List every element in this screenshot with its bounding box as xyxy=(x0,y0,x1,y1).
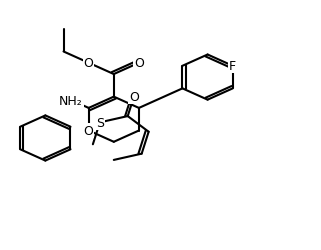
Text: NH₂: NH₂ xyxy=(59,94,83,107)
Text: F: F xyxy=(229,60,236,73)
Text: O: O xyxy=(84,57,94,70)
Text: S: S xyxy=(96,116,104,129)
Text: O: O xyxy=(84,124,94,138)
Text: O: O xyxy=(129,90,139,104)
Text: O: O xyxy=(134,57,144,70)
